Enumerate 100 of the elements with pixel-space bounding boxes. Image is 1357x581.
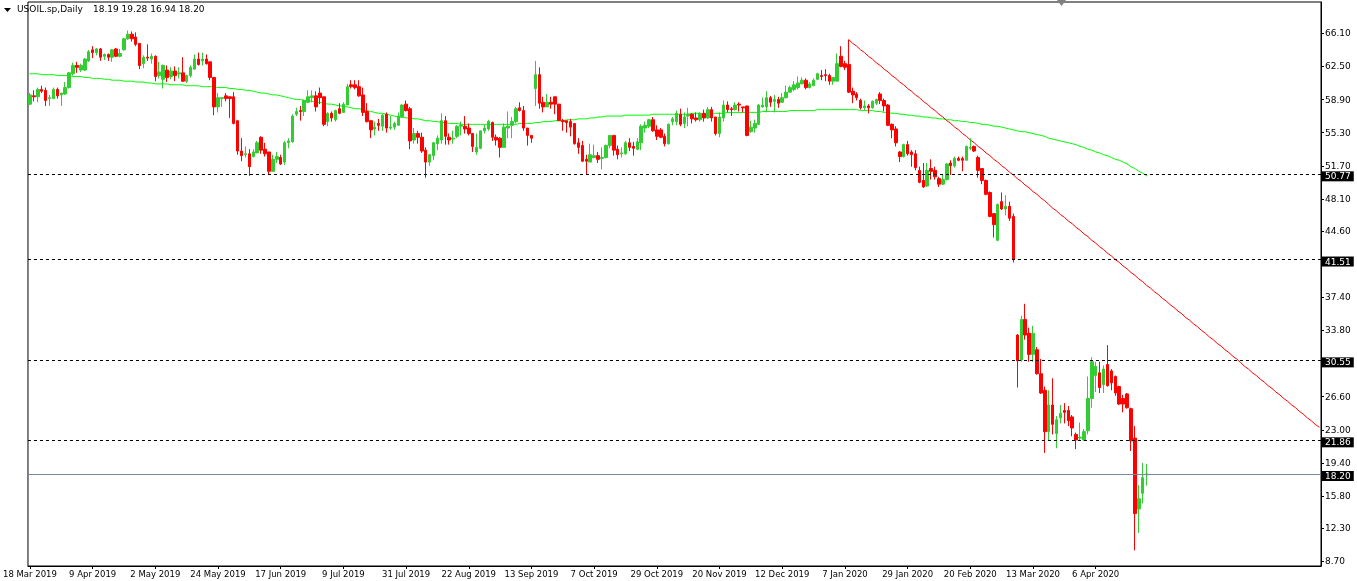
candlestick	[839, 45, 843, 68]
candlestick	[310, 89, 314, 103]
candlestick	[628, 137, 631, 152]
candlestick	[777, 96, 780, 109]
candlestick	[444, 115, 447, 146]
candlestick	[130, 30, 134, 43]
candlestick	[639, 123, 643, 151]
candlestick	[377, 118, 380, 132]
candlestick	[1020, 315, 1023, 363]
candlestick	[91, 45, 94, 59]
x-tick-label: 29 Jan 2020	[882, 568, 934, 579]
candlestick	[765, 90, 768, 113]
candlestick	[412, 127, 416, 145]
candlestick	[612, 134, 616, 157]
candlestick	[259, 135, 263, 155]
candlestick	[279, 154, 282, 166]
candlestick	[326, 111, 329, 127]
candlestick	[291, 113, 294, 144]
candlestick	[859, 98, 862, 111]
candlestick	[169, 66, 173, 80]
candlestick	[792, 80, 796, 92]
candlestick	[855, 91, 858, 101]
candlestick	[75, 61, 79, 74]
candlestick	[1055, 415, 1058, 449]
candlestick	[28, 92, 32, 106]
y-tick-label: 33.80	[1325, 325, 1352, 336]
candlestick	[632, 141, 635, 157]
x-tick-label: 29 Oct 2019	[630, 568, 684, 579]
candlestick	[1125, 392, 1129, 410]
candlestick	[491, 121, 494, 142]
candlestick	[549, 96, 553, 110]
candlestick	[373, 121, 376, 136]
candlestick	[255, 140, 259, 154]
x-tick-label: 9 Apr 2019	[69, 568, 117, 579]
candlestick	[165, 64, 169, 83]
candlestick	[773, 94, 776, 113]
candlestick	[953, 156, 956, 169]
candlestick	[996, 202, 999, 242]
candlestick	[898, 150, 902, 163]
candlestick	[808, 81, 811, 89]
x-tick-label: 17 Jun 2019	[255, 568, 307, 579]
x-tick-label: 13 Sep 2019	[504, 568, 559, 579]
candlestick	[201, 52, 204, 66]
candlestick	[922, 162, 925, 189]
candlestick	[451, 130, 455, 145]
candlestick	[804, 77, 808, 90]
x-tick-label: 24 May 2019	[190, 568, 246, 579]
candlestick	[828, 73, 831, 86]
candlestick	[647, 118, 651, 129]
candlestick	[624, 140, 627, 156]
chart-subtitle: 18.19 19.28 16.94 18.20	[92, 4, 205, 15]
y-tick-label: 58.90	[1325, 94, 1352, 105]
candlestick	[812, 77, 815, 87]
x-tick-label: 22 Aug 2019	[441, 568, 497, 579]
candlestick	[1102, 364, 1105, 394]
candlestick	[1004, 194, 1007, 216]
candlestick	[56, 87, 59, 100]
candlestick	[824, 68, 827, 82]
candlestick	[1074, 432, 1078, 450]
candlestick	[679, 108, 682, 127]
candlestick	[154, 54, 157, 82]
candlestick	[114, 47, 118, 58]
candlestick	[334, 109, 337, 123]
line-series	[848, 39, 1320, 428]
candlestick	[177, 66, 181, 79]
candlestick	[835, 53, 839, 82]
candlestick	[1016, 333, 1019, 389]
candlestick	[1059, 404, 1062, 424]
candlestick	[737, 101, 741, 112]
candlestick	[36, 87, 40, 103]
candlestick	[44, 87, 47, 107]
ref-line-label: 41.51	[1325, 256, 1351, 267]
y-tick-label: 23.00	[1325, 424, 1352, 435]
candlestick	[1031, 325, 1035, 363]
candlestick	[459, 121, 463, 136]
x-tick-label: 18 Mar 2019	[3, 568, 57, 579]
candlestick	[667, 122, 670, 146]
chart-title: USOIL.sp,Daily	[17, 4, 83, 15]
x-tick-label: 31 Jul 2019	[382, 568, 431, 579]
x-tick-label: 9 Jul 2019	[322, 568, 365, 579]
candlestick	[95, 47, 98, 56]
candlestick	[745, 105, 749, 137]
candlestick	[299, 105, 302, 122]
candlestick	[686, 107, 690, 127]
candlestick	[675, 110, 678, 126]
candlestick	[565, 120, 568, 134]
ref-line-label: 50.77	[1325, 171, 1351, 182]
candlestick	[220, 97, 224, 108]
y-tick-label: 26.60	[1325, 391, 1352, 402]
y-tick-label: 48.10	[1325, 193, 1352, 204]
candlestick	[1047, 389, 1050, 441]
candlestick	[937, 176, 941, 188]
candlestick	[349, 79, 353, 89]
y-tick-label: 37.40	[1325, 292, 1352, 303]
candlestick	[381, 113, 384, 132]
candlestick	[816, 72, 819, 81]
candlestick	[110, 48, 114, 63]
y-tick-label: 51.70	[1325, 160, 1352, 171]
x-tick-label: 7 Oct 2019	[570, 568, 618, 579]
candlestick	[698, 111, 702, 123]
